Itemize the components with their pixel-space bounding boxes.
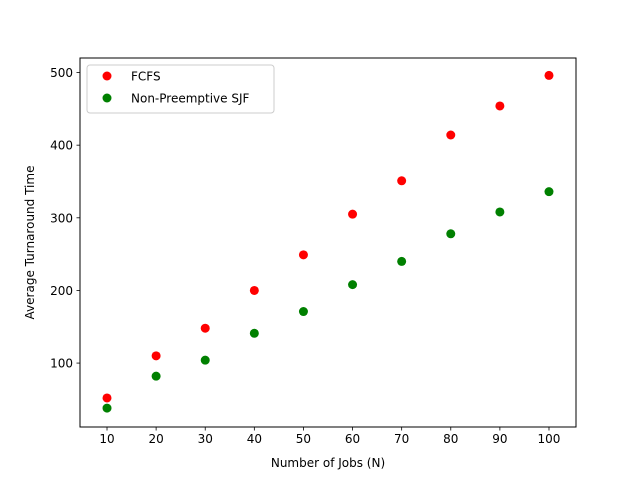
data-point-fcfs [397, 176, 407, 186]
x-tick-label: 10 [99, 432, 114, 446]
x-axis-label: Number of Jobs (N) [271, 456, 385, 470]
y-tick-label: 200 [50, 284, 73, 298]
data-point-fcfs [102, 393, 112, 403]
y-tick-label: 500 [50, 66, 73, 80]
plot-frame [79, 57, 577, 428]
legend: FCFS Non-Preemptive SJF [86, 64, 275, 114]
legend-marker-sjf [102, 93, 112, 103]
legend-box [86, 64, 275, 114]
data-point-fcfs [495, 101, 505, 111]
data-point-fcfs [446, 130, 456, 140]
x-tick-label: 50 [296, 432, 311, 446]
legend-label-fcfs: FCFS [131, 70, 161, 84]
y-axis-label: Average Turnaround Time [23, 166, 37, 320]
data-point-sjf [348, 280, 358, 290]
data-point-sjf [200, 355, 210, 365]
x-tick-label: 20 [148, 432, 163, 446]
data-point-sjf [544, 187, 554, 197]
legend-marker-fcfs [102, 71, 112, 81]
data-point-fcfs [249, 285, 259, 295]
x-tick-label: 60 [345, 432, 360, 446]
y-tick-label: 300 [50, 211, 73, 225]
data-point-sjf [495, 207, 505, 217]
data-point-sjf [151, 371, 161, 381]
data-point-sjf [249, 328, 259, 338]
y-tick-label: 400 [50, 139, 73, 153]
data-point-sjf [446, 229, 456, 239]
x-tick-label: 70 [394, 432, 409, 446]
legend-label-sjf: Non-Preemptive SJF [131, 92, 250, 106]
data-point-fcfs [200, 323, 210, 333]
x-tick-label: 90 [492, 432, 507, 446]
x-tick-label: 80 [443, 432, 458, 446]
x-tick-label: 100 [538, 432, 561, 446]
x-tick-label: 40 [247, 432, 262, 446]
axis-ticks: 10 20 30 40 50 60 70 80 90 100 100 200 300 400 500 [50, 66, 560, 446]
data-point-fcfs [348, 209, 358, 219]
data-point-sjf [298, 307, 308, 317]
data-point-sjf [397, 256, 407, 266]
data-point-fcfs [544, 70, 554, 80]
x-tick-label: 30 [198, 432, 213, 446]
data-point-sjf [102, 403, 112, 413]
data-points [102, 70, 554, 413]
data-point-fcfs [151, 351, 161, 361]
y-tick-label: 100 [50, 357, 73, 371]
data-point-fcfs [298, 250, 308, 260]
